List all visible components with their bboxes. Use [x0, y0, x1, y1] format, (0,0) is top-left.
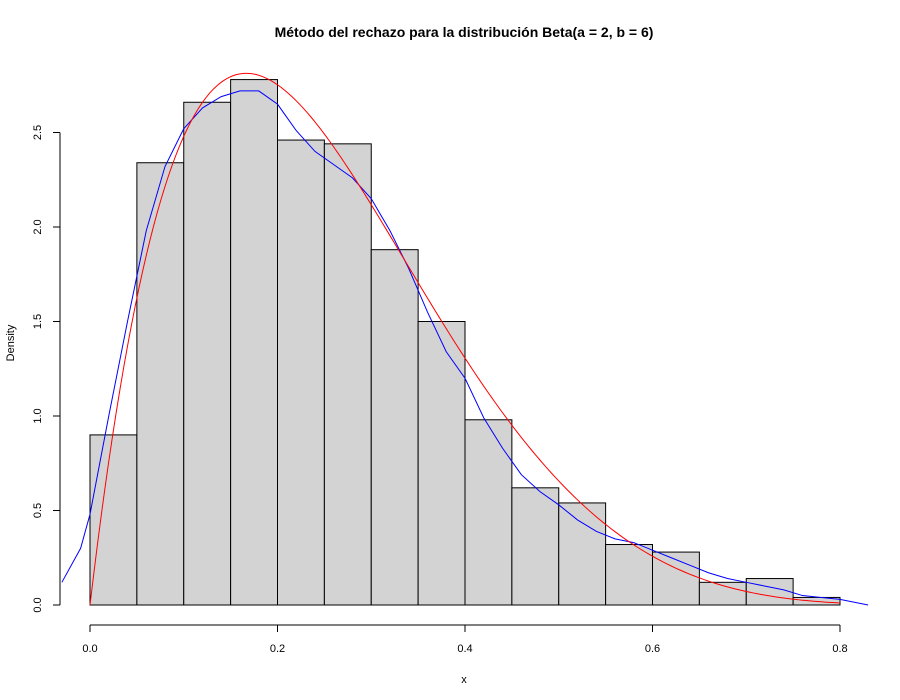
histogram-bar	[136, 162, 185, 606]
y-tick-label: 0.5	[32, 503, 44, 518]
histogram-bar	[605, 544, 653, 606]
y-tick-label: 0.0	[32, 597, 44, 612]
x-tick-label: 0.0	[82, 643, 97, 655]
histogram-bar	[745, 578, 794, 606]
histogram-bar	[558, 502, 607, 606]
histogram-bar	[511, 487, 560, 606]
x-tick-label: 0.8	[832, 643, 847, 655]
chart-title: Método del rechazo para la distribución …	[275, 24, 654, 40]
density-curves	[61, 72, 869, 606]
histogram-bar	[89, 434, 138, 606]
x-axis-label: x	[461, 674, 467, 686]
x-tick-label: 0.4	[457, 643, 472, 655]
histogram-bars	[89, 79, 841, 606]
histogram-bar	[323, 143, 372, 606]
y-tick-label: 2.0	[32, 219, 44, 234]
histogram-bar	[183, 101, 232, 606]
x-tick-label: 0.6	[645, 643, 660, 655]
y-tick-label: 1.5	[32, 314, 44, 329]
histogram-bar	[370, 249, 419, 606]
y-tick-label: 1.0	[32, 408, 44, 423]
histogram-bar	[230, 79, 278, 606]
x-tick-label: 0.2	[270, 643, 285, 655]
kernel-density-curve	[61, 90, 869, 606]
y-tick-label: 2.5	[32, 125, 44, 140]
y-axis-label: Density	[5, 324, 17, 361]
histogram-bar	[277, 139, 325, 606]
y-axis: 0.0 0.5 1.0 1.5 2.0 2.5	[32, 125, 61, 613]
histogram-bar	[464, 419, 513, 606]
beta-density-curve	[89, 72, 841, 606]
x-axis: 0.0 0.2 0.4 0.6 0.8	[82, 624, 848, 655]
histogram-bar	[417, 321, 466, 606]
